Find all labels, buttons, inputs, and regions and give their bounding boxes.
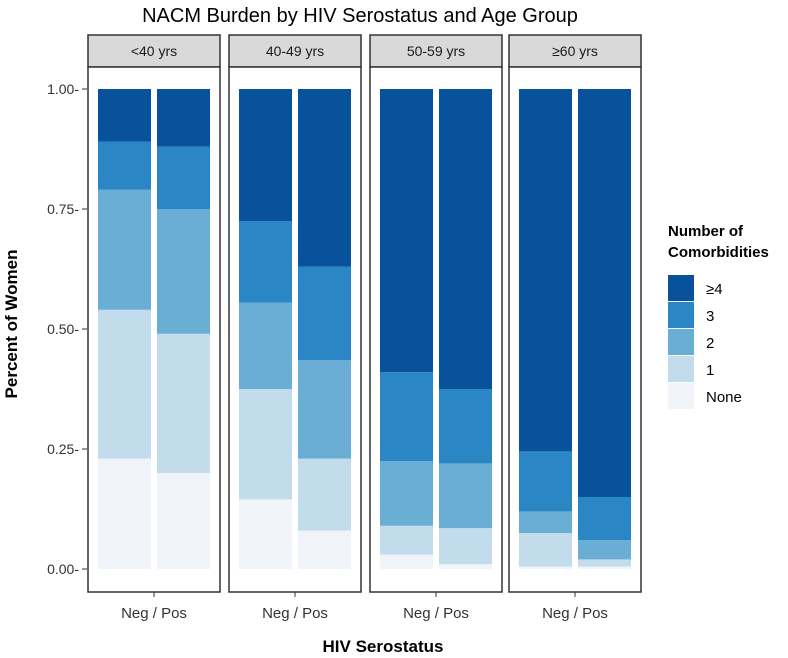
facet-strip-label: 50-59 yrs xyxy=(407,43,465,59)
bar-segment xyxy=(298,266,351,361)
legend-swatch xyxy=(668,302,694,328)
bar-segment xyxy=(98,141,151,190)
facet-panel: 40-49 yrs Neg / Pos xyxy=(228,34,362,622)
facet-panel: ≥60 yrs Neg / Pos xyxy=(508,34,642,622)
bar-segment xyxy=(578,89,631,497)
facet-strip xyxy=(508,34,642,68)
facet-panel: <40 yrs Neg / Pos xyxy=(87,34,221,622)
x-tick-label: Neg / Pos xyxy=(403,605,469,622)
bar-segment xyxy=(298,530,351,569)
bar-segment xyxy=(157,209,210,334)
facet-strip xyxy=(228,34,362,68)
bar-segment xyxy=(380,372,433,461)
y-tick-label: 0.50- xyxy=(47,321,79,337)
bar-segment xyxy=(157,146,210,209)
legend-item: 2 xyxy=(668,329,714,355)
legend-swatch xyxy=(668,383,694,409)
legend-items: ≥4 3 2 1 None xyxy=(668,275,742,409)
y-axis-title: Percent of Women xyxy=(2,250,21,399)
bar-segment xyxy=(578,497,631,541)
legend-item: None xyxy=(668,383,742,409)
bar-segment xyxy=(519,89,572,452)
bar-segment xyxy=(157,473,210,569)
y-tick-label: 0.75- xyxy=(47,201,79,217)
bar-segment xyxy=(519,566,572,569)
x-tick-label: Neg / Pos xyxy=(262,605,328,622)
bar-segment xyxy=(239,302,292,389)
legend-title-line2: Comorbidities xyxy=(668,244,769,261)
facet-strip-label: ≥60 yrs xyxy=(552,43,598,59)
legend-item: 1 xyxy=(668,356,714,382)
bar-segment xyxy=(239,389,292,500)
x-tick-label: Neg / Pos xyxy=(121,605,187,622)
bar-segment xyxy=(98,309,151,459)
legend-label: 2 xyxy=(706,335,714,352)
bar-segment xyxy=(519,511,572,533)
bar-segment xyxy=(380,525,433,555)
bar-segment xyxy=(439,463,492,529)
bar-segment xyxy=(380,461,433,526)
bar-segment xyxy=(157,333,210,473)
y-tick-label: 0.25- xyxy=(47,441,79,457)
bar-segment xyxy=(578,540,631,560)
facet-panel: 50-59 yrs Neg / Pos xyxy=(369,34,503,622)
legend: Number of Comorbidities ≥4 3 2 1 None xyxy=(668,223,769,409)
bar-segment xyxy=(98,89,151,142)
legend-item: 3 xyxy=(668,302,714,328)
bar-segment xyxy=(439,389,492,464)
legend-swatch xyxy=(668,329,694,355)
y-tick-label: 0.00- xyxy=(47,561,79,577)
legend-title-line1: Number of xyxy=(668,223,744,240)
legend-label: 1 xyxy=(706,362,714,379)
bar-segment xyxy=(380,89,433,373)
facet-strip xyxy=(369,34,503,68)
bar-segment xyxy=(380,554,433,569)
bar-segment xyxy=(239,89,292,221)
bar-segment xyxy=(298,458,351,531)
legend-swatch xyxy=(668,356,694,382)
legend-swatch xyxy=(668,275,694,301)
facet-strip-label: <40 yrs xyxy=(131,43,177,59)
bar-segment xyxy=(98,189,151,310)
bar-segment xyxy=(239,499,292,569)
legend-label: ≥4 xyxy=(706,281,723,298)
bar-segment xyxy=(439,89,492,389)
y-tick-label: 1.00- xyxy=(47,81,79,97)
legend-item: ≥4 xyxy=(668,275,723,301)
legend-label: 3 xyxy=(706,308,714,325)
bar-segment xyxy=(98,458,151,569)
bar-segment xyxy=(298,360,351,459)
bar-segment xyxy=(157,89,210,147)
bar-segment xyxy=(298,89,351,267)
bar-segment xyxy=(439,528,492,565)
bar-segment xyxy=(519,451,572,512)
chart-title: NACM Burden by HIV Serostatus and Age Gr… xyxy=(142,5,578,27)
legend-label: None xyxy=(706,389,742,406)
facet-strip-label: 40-49 yrs xyxy=(266,43,324,59)
bar-segment xyxy=(439,564,492,569)
bar-segment xyxy=(519,533,572,567)
bar-segment xyxy=(578,559,631,567)
bar-segment xyxy=(578,566,631,569)
facet-strip xyxy=(87,34,221,68)
x-tick-label: Neg / Pos xyxy=(542,605,608,622)
x-axis-title: HIV Serostatus xyxy=(323,637,444,656)
bar-segment xyxy=(239,221,292,303)
y-axis: 0.00- 0.25- 0.50- 0.75- 1.00- xyxy=(47,81,87,577)
